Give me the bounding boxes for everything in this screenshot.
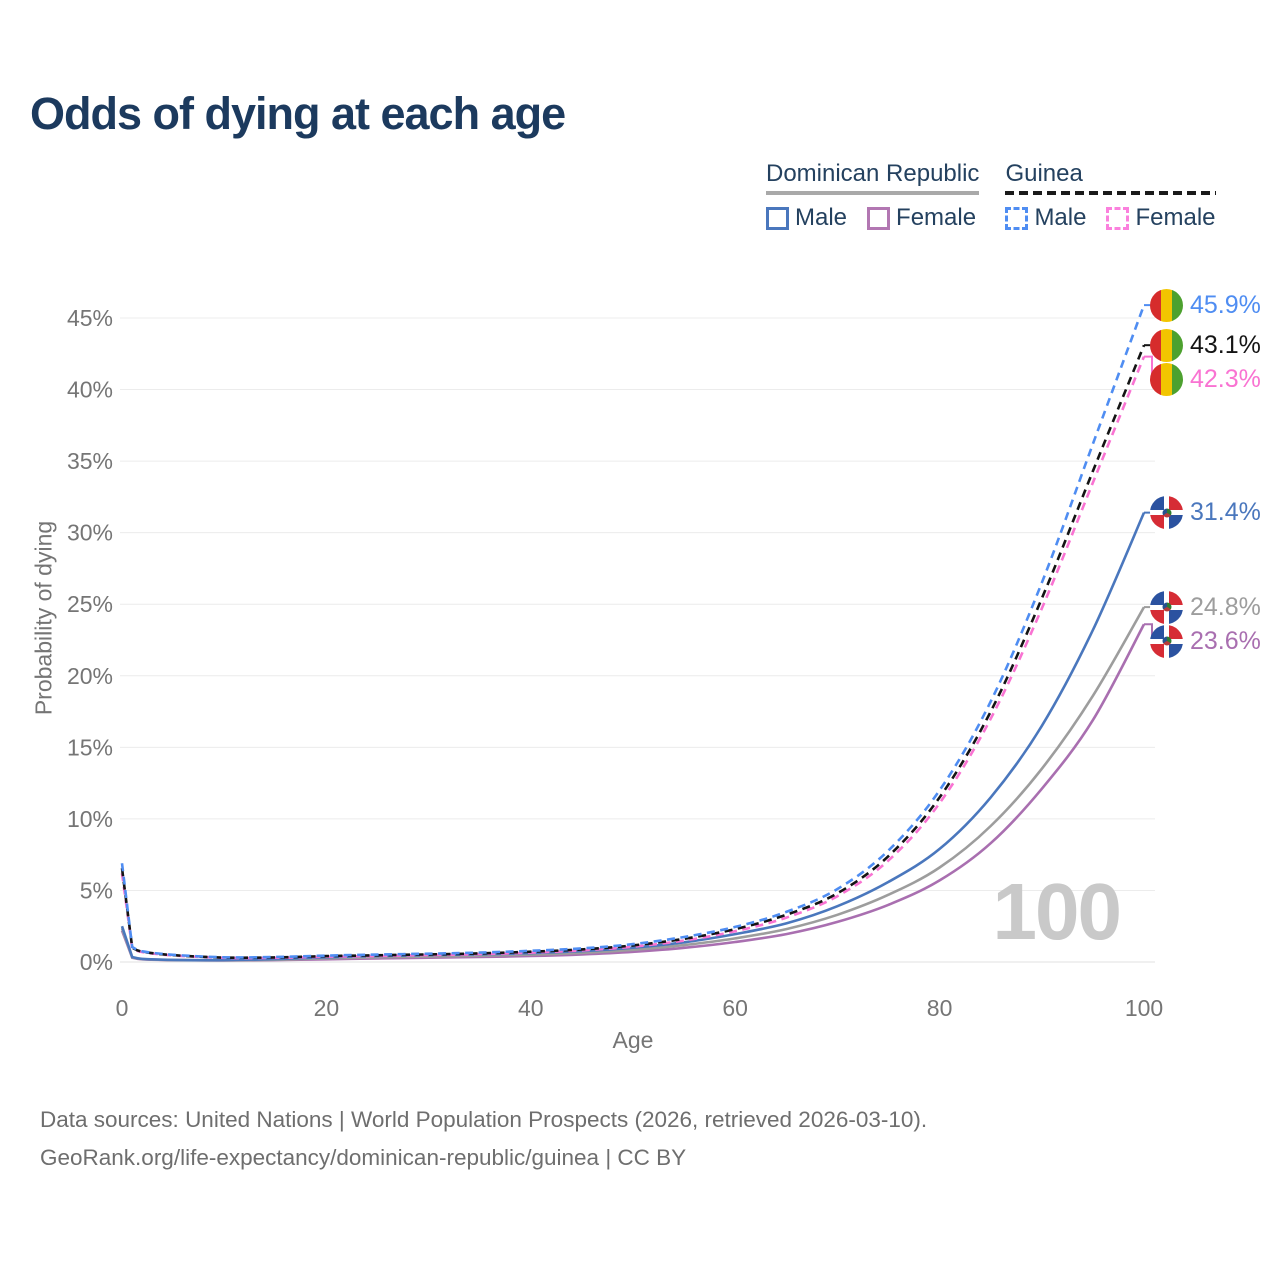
legend-group-dominican-republic: Dominican Republic Male Female	[766, 160, 980, 232]
end-label-dominican-republic-female: 23.6%	[1150, 624, 1261, 658]
x-tick-label: 80	[927, 995, 953, 1021]
end-label-value: 42.3%	[1190, 364, 1261, 393]
end-label-dominican-republic-male: 31.4%	[1150, 496, 1261, 530]
legend-group-title-guinea: Guinea	[1005, 160, 1083, 187]
dominican-republic-emblem	[1162, 602, 1171, 612]
legend-swatch-guinea-female	[1106, 206, 1130, 230]
y-tick-label: 25%	[67, 591, 113, 617]
series-line-dominican-republic-male	[120, 512, 1146, 962]
x-tick-label: 40	[518, 995, 544, 1021]
end-label-guinea-female: 42.3%	[1150, 362, 1261, 396]
guinea-flag-icon	[1150, 328, 1183, 362]
legend-item-label: Female	[1135, 204, 1216, 231]
y-axis-title: Probability of dying	[30, 520, 57, 716]
x-axis-title: Age	[612, 1027, 654, 1053]
x-tick-label: 0	[116, 995, 129, 1021]
legend-item-label: Male	[1034, 204, 1087, 231]
guinea-flag-icon	[1150, 288, 1183, 322]
end-label-value: 23.6%	[1190, 626, 1261, 655]
footer: Data sources: United Nations | World Pop…	[40, 1101, 927, 1177]
y-tick-label: 20%	[67, 663, 113, 689]
y-tick-label: 5%	[80, 877, 113, 903]
dominican-republic-emblem	[1162, 508, 1171, 518]
footer-url-line: GeoRank.org/life-expectancy/dominican-re…	[40, 1145, 687, 1170]
footer-source-line: Data sources: United Nations | World Pop…	[40, 1107, 928, 1132]
x-tick-label: 60	[722, 995, 748, 1021]
end-label-value: 45.9%	[1190, 290, 1261, 319]
end-label-dominican-republic-both-sexes: 24.8%	[1150, 590, 1261, 624]
x-tick-label: 20	[314, 995, 340, 1021]
legend-swatch-dominican-republic-female	[867, 206, 891, 230]
end-label-guinea-both-sexes: 43.1%	[1150, 328, 1261, 362]
dominican-republic-flag-icon	[1150, 496, 1183, 530]
legend-item-guinea-female[interactable]: Female	[1106, 204, 1216, 232]
end-label-guinea-male: 45.9%	[1150, 288, 1261, 322]
legend-item-label: Male	[795, 204, 848, 231]
y-tick-label: 10%	[67, 806, 113, 832]
legend-item-dominican-republic-female[interactable]: Female	[867, 204, 976, 232]
end-label-value: 43.1%	[1190, 330, 1261, 359]
y-tick-label: 45%	[67, 305, 113, 331]
legend-group-linestyle-dominican-republic	[766, 191, 980, 195]
legend-group-linestyle-guinea	[1005, 191, 1216, 195]
guinea-flag-icon	[1150, 362, 1183, 396]
legend-item-dominican-republic-male[interactable]: Male	[766, 204, 847, 232]
x-tick-label: 100	[1125, 995, 1163, 1021]
series-line-guinea-both-sexes	[120, 344, 1146, 960]
chart-legend: Dominican Republic Male Female Guinea Male Fe…	[766, 160, 1216, 232]
legend-swatch-dominican-republic-male	[766, 206, 789, 230]
series-line-guinea-male	[120, 304, 1146, 959]
legend-item-guinea-male[interactable]: Male	[1005, 204, 1086, 232]
y-tick-label: 35%	[67, 448, 113, 474]
dominican-republic-emblem	[1162, 636, 1171, 646]
end-label-value: 24.8%	[1190, 592, 1261, 621]
age-watermark: 100	[992, 867, 1122, 956]
y-tick-label: 0%	[80, 949, 113, 975]
legend-group-guinea: Guinea Male Female	[1005, 160, 1216, 232]
end-label-value: 31.4%	[1190, 498, 1261, 527]
dominican-republic-flag-icon	[1150, 590, 1183, 624]
legend-group-title-dominican-republic: Dominican Republic	[766, 160, 980, 187]
y-tick-label: 30%	[67, 520, 113, 546]
legend-swatch-guinea-male	[1005, 206, 1029, 230]
chart-title: Odds of dying at each age	[30, 88, 566, 139]
y-tick-label: 15%	[67, 734, 113, 760]
y-tick-label: 40%	[67, 377, 113, 403]
dominican-republic-flag-icon	[1150, 624, 1183, 658]
legend-item-label: Female	[896, 204, 977, 231]
